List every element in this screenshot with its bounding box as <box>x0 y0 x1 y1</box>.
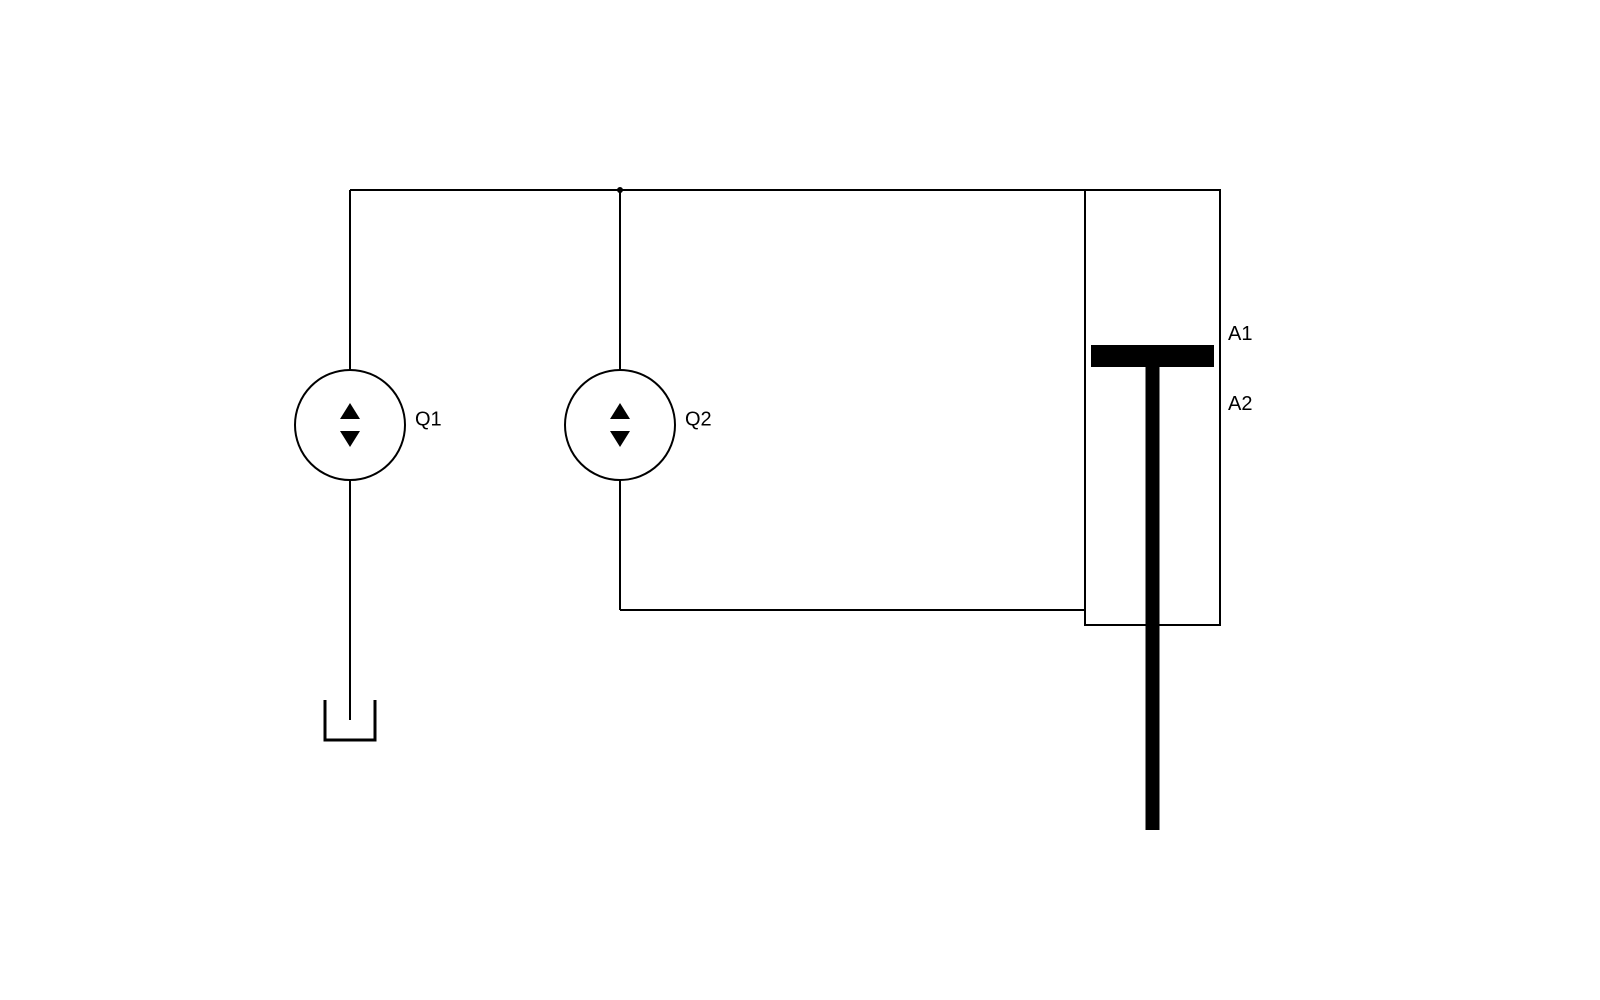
pump2-label: Q2 <box>685 408 712 430</box>
cylinder-port-a1-label: A1 <box>1228 323 1252 345</box>
pump1-arrow-up <box>340 403 360 419</box>
hydraulic-diagram: Q1 Q2 A1 A2 <box>0 0 1600 1000</box>
pump1-label: Q1 <box>415 408 442 430</box>
pump2-arrow-up <box>610 403 630 419</box>
pump2-arrow-down <box>610 431 630 447</box>
pump1-body <box>295 370 405 480</box>
cylinder-piston <box>1091 345 1214 367</box>
pump1-arrow-down <box>340 431 360 447</box>
pump2-body <box>565 370 675 480</box>
cylinder-rod <box>1146 367 1160 830</box>
cylinder-port-a2-label: A2 <box>1228 393 1252 415</box>
junction-node <box>617 187 623 193</box>
